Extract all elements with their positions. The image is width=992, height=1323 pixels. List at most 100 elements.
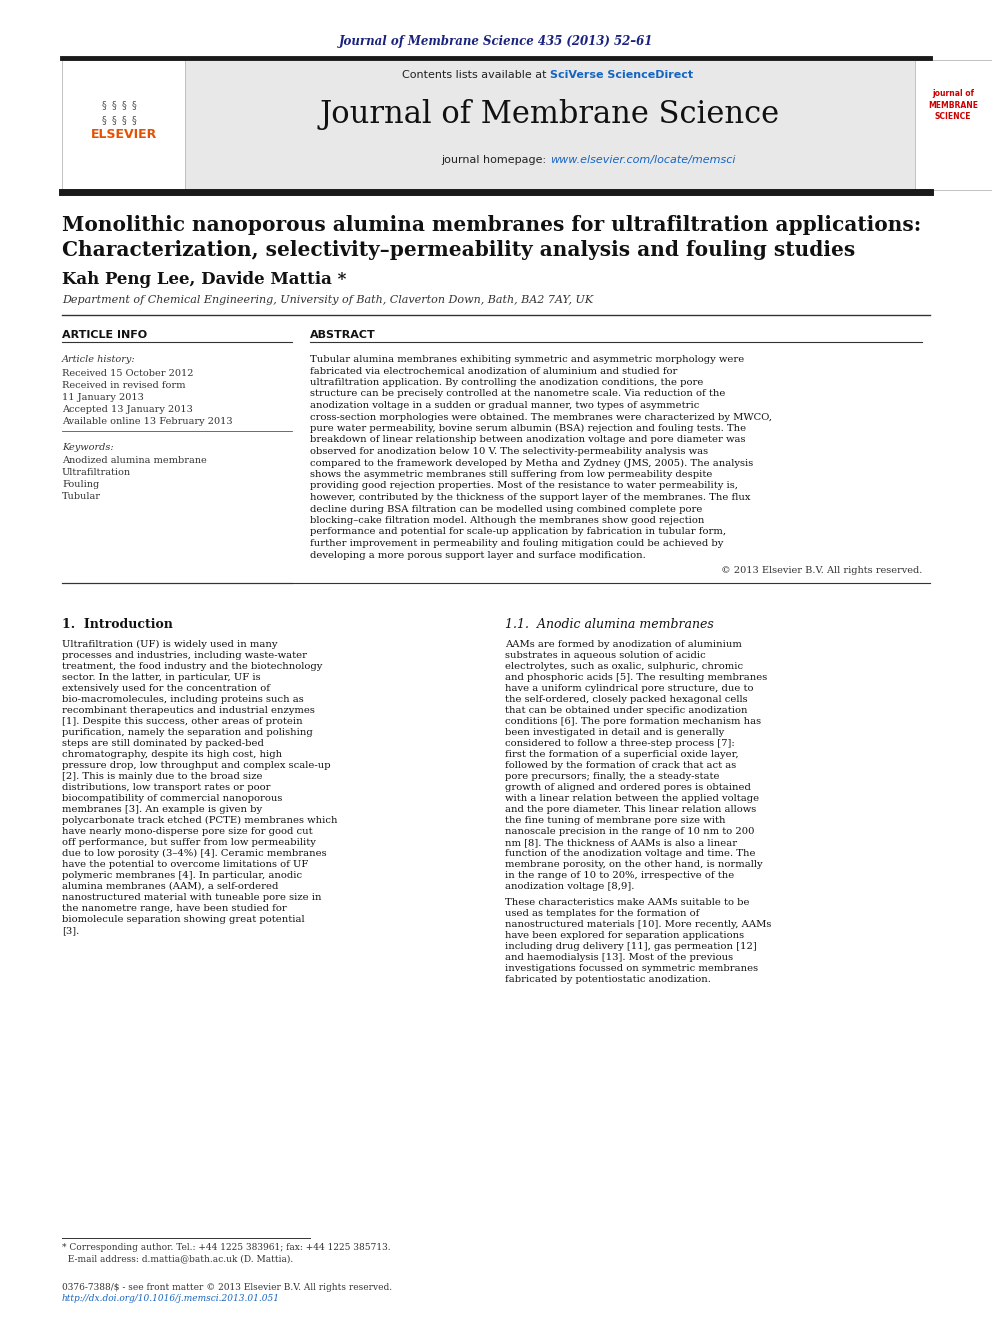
Text: developing a more porous support layer and surface modification.: developing a more porous support layer a… bbox=[310, 550, 646, 560]
Text: the nanometre range, have been studied for: the nanometre range, have been studied f… bbox=[62, 904, 287, 913]
Text: §: § bbox=[101, 101, 106, 110]
Text: Tubular: Tubular bbox=[62, 492, 101, 501]
Text: growth of aligned and ordered pores is obtained: growth of aligned and ordered pores is o… bbox=[505, 783, 751, 792]
Text: Anodized alumina membrane: Anodized alumina membrane bbox=[62, 456, 206, 464]
Text: the self-ordered, closely packed hexagonal cells: the self-ordered, closely packed hexagon… bbox=[505, 695, 748, 704]
Text: Ultrafiltration (UF) is widely used in many: Ultrafiltration (UF) is widely used in m… bbox=[62, 640, 278, 650]
Text: anodization voltage in a sudden or gradual manner, two types of asymmetric: anodization voltage in a sudden or gradu… bbox=[310, 401, 699, 410]
Text: observed for anodization below 10 V. The selectivity-permeability analysis was: observed for anodization below 10 V. The… bbox=[310, 447, 708, 456]
Text: with a linear relation between the applied voltage: with a linear relation between the appli… bbox=[505, 794, 759, 803]
Text: fabricated via electrochemical anodization of aluminium and studied for: fabricated via electrochemical anodizati… bbox=[310, 366, 678, 376]
Text: © 2013 Elsevier B.V. All rights reserved.: © 2013 Elsevier B.V. All rights reserved… bbox=[720, 566, 922, 576]
Text: ABSTRACT: ABSTRACT bbox=[310, 329, 376, 340]
Text: Accepted 13 January 2013: Accepted 13 January 2013 bbox=[62, 405, 192, 414]
Text: Contents lists available at: Contents lists available at bbox=[402, 70, 550, 79]
Text: processes and industries, including waste-water: processes and industries, including wast… bbox=[62, 651, 307, 660]
Text: Ultrafiltration: Ultrafiltration bbox=[62, 468, 131, 478]
Text: ultrafiltration application. By controlling the anodization conditions, the pore: ultrafiltration application. By controll… bbox=[310, 378, 703, 388]
Text: AAMs are formed by anodization of aluminium: AAMs are formed by anodization of alumin… bbox=[505, 640, 742, 650]
Text: www.elsevier.com/locate/memsci: www.elsevier.com/locate/memsci bbox=[550, 155, 735, 165]
Text: pressure drop, low throughput and complex scale-up: pressure drop, low throughput and comple… bbox=[62, 761, 330, 770]
Text: membrane porosity, on the other hand, is normally: membrane porosity, on the other hand, is… bbox=[505, 860, 763, 869]
Text: considered to follow a three-step process [7]:: considered to follow a three-step proces… bbox=[505, 740, 735, 747]
Text: anodization voltage [8,9].: anodization voltage [8,9]. bbox=[505, 882, 634, 890]
Text: extensively used for the concentration of: extensively used for the concentration o… bbox=[62, 684, 270, 693]
Text: §: § bbox=[132, 115, 137, 124]
Text: first the formation of a superficial oxide layer,: first the formation of a superficial oxi… bbox=[505, 750, 739, 759]
Text: function of the anodization voltage and time. The: function of the anodization voltage and … bbox=[505, 849, 756, 859]
Text: have nearly mono-disperse pore size for good cut: have nearly mono-disperse pore size for … bbox=[62, 827, 312, 836]
Text: biomolecule separation showing great potential: biomolecule separation showing great pot… bbox=[62, 916, 305, 923]
Text: however, contributed by the thickness of the support layer of the membranes. The: however, contributed by the thickness of… bbox=[310, 493, 751, 501]
Text: blocking–cake filtration model. Although the membranes show good rejection: blocking–cake filtration model. Although… bbox=[310, 516, 704, 525]
Bar bbox=[62, 60, 185, 191]
Text: purification, namely the separation and polishing: purification, namely the separation and … bbox=[62, 728, 312, 737]
Text: Monolithic nanoporous alumina membranes for ultrafiltration applications:: Monolithic nanoporous alumina membranes … bbox=[62, 216, 922, 235]
Text: pure water permeability, bovine serum albumin (BSA) rejection and fouling tests.: pure water permeability, bovine serum al… bbox=[310, 423, 746, 433]
Text: nanostructured material with tuneable pore size in: nanostructured material with tuneable po… bbox=[62, 893, 321, 902]
Text: cross-section morphologies were obtained. The membranes were characterized by MW: cross-section morphologies were obtained… bbox=[310, 413, 772, 422]
Text: membranes [3]. An example is given by: membranes [3]. An example is given by bbox=[62, 804, 262, 814]
Text: Received in revised form: Received in revised form bbox=[62, 381, 186, 390]
Text: steps are still dominated by packed-bed: steps are still dominated by packed-bed bbox=[62, 740, 264, 747]
Text: journal homepage:: journal homepage: bbox=[441, 155, 550, 165]
Text: Kah Peng Lee, Davide Mattia *: Kah Peng Lee, Davide Mattia * bbox=[62, 271, 346, 288]
Text: been investigated in detail and is generally: been investigated in detail and is gener… bbox=[505, 728, 724, 737]
Text: §: § bbox=[101, 115, 106, 124]
Text: alumina membranes (AAM), a self-ordered: alumina membranes (AAM), a self-ordered bbox=[62, 882, 279, 890]
Text: Journal of Membrane Science 435 (2013) 52–61: Journal of Membrane Science 435 (2013) 5… bbox=[339, 36, 653, 49]
Text: journal of
MEMBRANE
SCIENCE: journal of MEMBRANE SCIENCE bbox=[928, 89, 978, 122]
Text: have been explored for separation applications: have been explored for separation applic… bbox=[505, 931, 744, 941]
Bar bbox=[185, 60, 915, 191]
Bar bbox=[915, 60, 992, 191]
Text: Keywords:: Keywords: bbox=[62, 443, 114, 452]
Text: nanostructured materials [10]. More recently, AAMs: nanostructured materials [10]. More rece… bbox=[505, 919, 772, 929]
Text: compared to the framework developed by Metha and Zydney (JMS, 2005). The analysi: compared to the framework developed by M… bbox=[310, 459, 753, 467]
Text: §: § bbox=[132, 101, 137, 110]
Text: Characterization, selectivity–permeability analysis and fouling studies: Characterization, selectivity–permeabili… bbox=[62, 239, 855, 261]
Text: Journal of Membrane Science: Journal of Membrane Science bbox=[320, 99, 780, 131]
Text: * Corresponding author. Tel.: +44 1225 383961; fax: +44 1225 385713.: * Corresponding author. Tel.: +44 1225 3… bbox=[62, 1244, 391, 1252]
Text: §: § bbox=[122, 101, 126, 110]
Text: pore precursors; finally, the a steady-state: pore precursors; finally, the a steady-s… bbox=[505, 773, 719, 781]
Text: 1.1.  Anodic alumina membranes: 1.1. Anodic alumina membranes bbox=[505, 618, 714, 631]
Text: http://dx.doi.org/10.1016/j.memsci.2013.01.051: http://dx.doi.org/10.1016/j.memsci.2013.… bbox=[62, 1294, 280, 1303]
Text: due to low porosity (3–4%) [4]. Ceramic membranes: due to low porosity (3–4%) [4]. Ceramic … bbox=[62, 849, 326, 859]
Text: bio-macromolecules, including proteins such as: bio-macromolecules, including proteins s… bbox=[62, 695, 304, 704]
Text: chromatography, despite its high cost, high: chromatography, despite its high cost, h… bbox=[62, 750, 282, 759]
Text: polymeric membranes [4]. In particular, anodic: polymeric membranes [4]. In particular, … bbox=[62, 871, 303, 880]
Text: Fouling: Fouling bbox=[62, 480, 99, 490]
Text: used as templates for the formation of: used as templates for the formation of bbox=[505, 909, 699, 918]
Text: SciVerse ScienceDirect: SciVerse ScienceDirect bbox=[550, 70, 693, 79]
Text: 0376-7388/$ - see front matter © 2013 Elsevier B.V. All rights reserved.: 0376-7388/$ - see front matter © 2013 El… bbox=[62, 1283, 392, 1293]
Text: Available online 13 February 2013: Available online 13 February 2013 bbox=[62, 417, 233, 426]
Text: treatment, the food industry and the biotechnology: treatment, the food industry and the bio… bbox=[62, 662, 322, 671]
Text: including drug delivery [11], gas permeation [12]: including drug delivery [11], gas permea… bbox=[505, 942, 757, 951]
Text: Received 15 October 2012: Received 15 October 2012 bbox=[62, 369, 193, 378]
Text: performance and potential for scale-up application by fabrication in tubular for: performance and potential for scale-up a… bbox=[310, 528, 726, 537]
Text: in the range of 10 to 20%, irrespective of the: in the range of 10 to 20%, irrespective … bbox=[505, 871, 734, 880]
Text: providing good rejection properties. Most of the resistance to water permeabilit: providing good rejection properties. Mos… bbox=[310, 482, 738, 491]
Text: Tubular alumina membranes exhibiting symmetric and asymmetric morphology were: Tubular alumina membranes exhibiting sym… bbox=[310, 355, 744, 364]
Text: §: § bbox=[111, 101, 116, 110]
Text: §: § bbox=[111, 115, 116, 124]
Text: investigations focussed on symmetric membranes: investigations focussed on symmetric mem… bbox=[505, 964, 758, 972]
Text: 11 January 2013: 11 January 2013 bbox=[62, 393, 144, 402]
Text: have the potential to overcome limitations of UF: have the potential to overcome limitatio… bbox=[62, 860, 309, 869]
Text: biocompatibility of commercial nanoporous: biocompatibility of commercial nanoporou… bbox=[62, 794, 283, 803]
Text: further improvement in permeability and fouling mitigation could be achieved by: further improvement in permeability and … bbox=[310, 538, 723, 548]
Text: that can be obtained under specific anodization: that can be obtained under specific anod… bbox=[505, 706, 748, 714]
Text: followed by the formation of crack that act as: followed by the formation of crack that … bbox=[505, 761, 736, 770]
Text: sector. In the latter, in particular, UF is: sector. In the latter, in particular, UF… bbox=[62, 673, 261, 681]
Text: breakdown of linear relationship between anodization voltage and pore diameter w: breakdown of linear relationship between… bbox=[310, 435, 746, 445]
Text: nanoscale precision in the range of 10 nm to 200: nanoscale precision in the range of 10 n… bbox=[505, 827, 755, 836]
Text: E-mail address: d.mattia@bath.ac.uk (D. Mattia).: E-mail address: d.mattia@bath.ac.uk (D. … bbox=[62, 1254, 294, 1263]
Text: substrates in aqueous solution of acidic: substrates in aqueous solution of acidic bbox=[505, 651, 705, 660]
Text: polycarbonate track etched (PCTE) membranes which: polycarbonate track etched (PCTE) membra… bbox=[62, 816, 337, 826]
Text: structure can be precisely controlled at the nanometre scale. Via reduction of t: structure can be precisely controlled at… bbox=[310, 389, 725, 398]
Text: §: § bbox=[122, 115, 126, 124]
Text: decline during BSA filtration can be modelled using combined complete pore: decline during BSA filtration can be mod… bbox=[310, 504, 702, 513]
Text: and phosphoric acids [5]. The resulting membranes: and phosphoric acids [5]. The resulting … bbox=[505, 673, 767, 681]
Text: fabricated by potentiostatic anodization.: fabricated by potentiostatic anodization… bbox=[505, 975, 711, 984]
Text: distributions, low transport rates or poor: distributions, low transport rates or po… bbox=[62, 783, 271, 792]
